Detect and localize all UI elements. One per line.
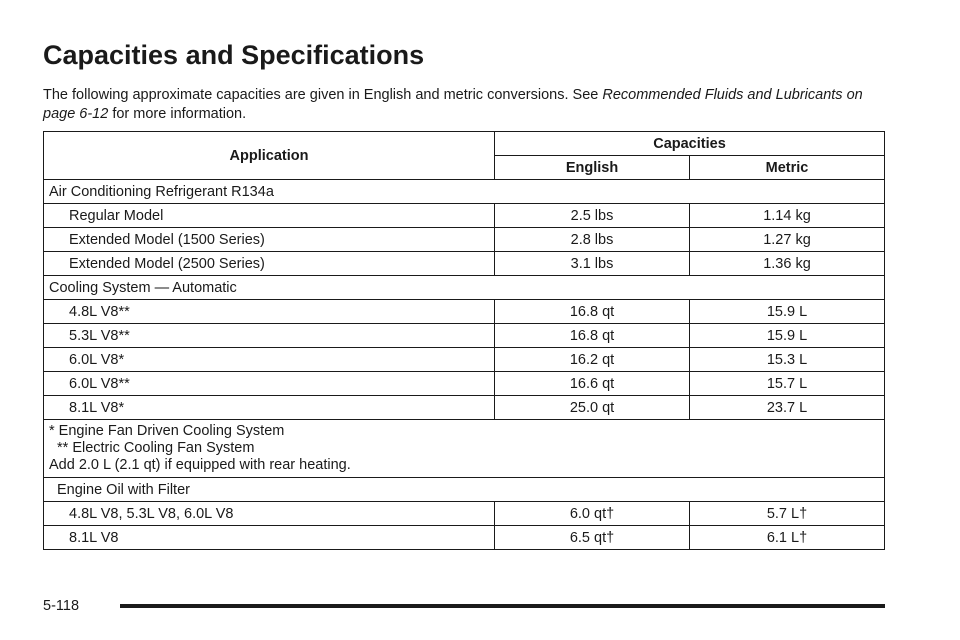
notes-cell: * Engine Fan Driven Cooling System ** Ele…: [43, 419, 885, 478]
metric-value: 15.7 L: [689, 371, 885, 396]
item: 6.0L V8**: [43, 371, 495, 396]
data-row: Regular Model 2.5 lbs 1.14 kg: [43, 203, 885, 228]
data-row: 8.1L V8 6.5 qt† 6.1 L†: [43, 525, 885, 550]
data-row: 5.3L V8** 16.8 qt 15.9 L: [43, 323, 885, 348]
notes-row: * Engine Fan Driven Cooling System ** Ele…: [43, 419, 885, 478]
data-row: 6.0L V8* 16.2 qt 15.3 L: [43, 347, 885, 372]
data-row: Extended Model (2500 Series) 3.1 lbs 1.36 …: [43, 251, 885, 276]
header-capacities: Capacities: [494, 131, 885, 156]
header-metric: Metric: [689, 155, 885, 180]
note: Add 2.0 L (2.1 qt) if equipped with rear…: [49, 457, 351, 473]
table-body: Air Conditioning Refrigerant R134a Regula…: [43, 179, 885, 550]
intro-suffix: for more information.: [112, 106, 247, 122]
metric-value: 5.7 L†: [689, 501, 885, 526]
header-english: English: [494, 155, 690, 180]
item: Extended Model (1500 Series): [43, 227, 495, 252]
metric-value: 15.3 L: [689, 347, 885, 372]
footer-rule: [120, 604, 885, 608]
data-row: 6.0L V8** 16.6 qt 15.7 L: [43, 371, 885, 396]
metric-value: 1.27 kg: [689, 227, 885, 252]
item: 8.1L V8: [43, 525, 495, 550]
english-value: 3.1 lbs: [494, 251, 690, 276]
item: Extended Model (2500 Series): [43, 251, 495, 276]
data-row: 8.1L V8* 25.0 qt 23.7 L: [43, 395, 885, 420]
section-title: Cooling System — Automatic: [43, 275, 885, 300]
section-title: Air Conditioning Refrigerant R134a: [43, 179, 885, 204]
page-number: 5-118: [43, 598, 80, 614]
data-row: Extended Model (1500 Series) 2.8 lbs 1.27 …: [43, 227, 885, 252]
english-value: 6.5 qt†: [494, 525, 690, 550]
capacities-table: Application Capacities English Metric Ai…: [43, 131, 885, 550]
metric-value: 23.7 L: [689, 395, 885, 420]
data-row: 4.8L V8, 5.3L V8, 6.0L V8 6.0 qt† 5.7 L†: [43, 501, 885, 526]
note: ** Electric Cooling Fan System: [57, 440, 255, 456]
english-value: 16.2 qt: [494, 347, 690, 372]
english-value: 25.0 qt: [494, 395, 690, 420]
metric-value: 1.36 kg: [689, 251, 885, 276]
item: 8.1L V8*: [43, 395, 495, 420]
item: Regular Model: [43, 203, 495, 228]
english-value: 2.5 lbs: [494, 203, 690, 228]
note: * Engine Fan Driven Cooling System: [49, 423, 285, 439]
intro-text: The following approximate capacities are…: [43, 87, 599, 103]
english-value: 16.6 qt: [494, 371, 690, 396]
data-row: 4.8L V8** 16.8 qt 15.9 L: [43, 299, 885, 324]
metric-value: 1.14 kg: [689, 203, 885, 228]
english-value: 16.8 qt: [494, 299, 690, 324]
metric-value: 6.1 L†: [689, 525, 885, 550]
item: 6.0L V8*: [43, 347, 495, 372]
section-row: Air Conditioning Refrigerant R134a: [43, 179, 885, 204]
english-value: 16.8 qt: [494, 323, 690, 348]
metric-value: 15.9 L: [689, 323, 885, 348]
english-value: 2.8 lbs: [494, 227, 690, 252]
english-value: 6.0 qt†: [494, 501, 690, 526]
item: 4.8L V8, 5.3L V8, 6.0L V8: [43, 501, 495, 526]
item: 4.8L V8**: [43, 299, 495, 324]
title: Capacities and Specifications: [43, 40, 425, 70]
intro-link[interactable]: Recommended Fluids and Lubricants on pag…: [43, 87, 863, 122]
intro: The following approximate capacities are…: [43, 86, 873, 124]
section-row: Engine Oil with Filter: [43, 477, 885, 502]
item: 5.3L V8**: [43, 323, 495, 348]
section-row: Cooling System — Automatic: [43, 275, 885, 300]
section-title: Engine Oil with Filter: [43, 477, 885, 502]
metric-value: 15.9 L: [689, 299, 885, 324]
header-application: Application: [43, 131, 495, 180]
